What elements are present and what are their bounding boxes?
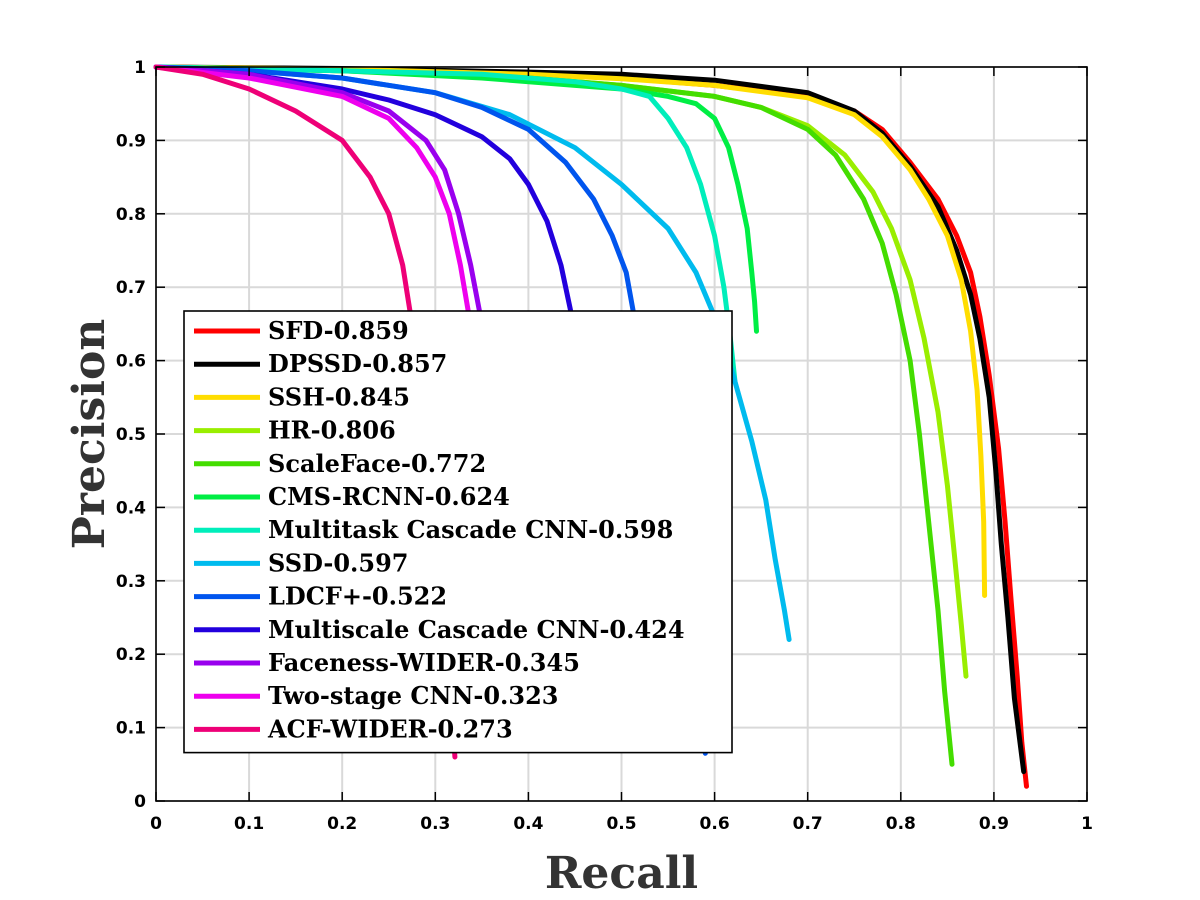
legend-label-6: Multitask Cascade CNN-0.598 (268, 515, 673, 544)
legend-label-11: Two-stage CNN-0.323 (268, 681, 559, 710)
legend-label-1: DPSSD-0.857 (268, 349, 447, 378)
legend-label-8: LDCF+-0.522 (268, 582, 447, 611)
legend: SFD-0.859 DPSSD-0.857 SSH-0.845 HR-0.806 Sca… (183, 310, 733, 754)
x-tick-label: 0.3 (420, 814, 450, 834)
legend-label-9: Multiscale Cascade CNN-0.424 (268, 615, 685, 644)
x-tick-label: 0.6 (700, 814, 730, 834)
series-line-5 (153, 64, 759, 334)
y-axis-title: Precision (64, 319, 115, 550)
y-tick-label: 0 (134, 792, 146, 812)
legend-label-4: ScaleFace-0.772 (268, 449, 486, 478)
x-tick-label: 0.1 (234, 814, 264, 834)
y-tick-label: 0.1 (116, 719, 146, 739)
x-tick-label: 0.7 (793, 814, 823, 834)
legend-label-12: ACF-WIDER-0.273 (267, 714, 513, 743)
x-tick-label: 0.8 (886, 814, 916, 834)
y-tick-label: 0.5 (116, 425, 146, 445)
x-tick-label: 0.9 (979, 814, 1009, 834)
y-tick-label: 0.6 (116, 352, 146, 372)
x-tick-label: 0.5 (606, 814, 636, 834)
y-tick-label: 0.2 (116, 645, 146, 665)
y-tick-label: 0.7 (116, 278, 146, 298)
x-tick-label: 0.4 (513, 814, 543, 834)
series-line-2 (153, 64, 988, 598)
y-tick-label: 1 (134, 58, 146, 78)
legend-label-0: SFD-0.859 (268, 316, 409, 345)
series-line-9 (153, 64, 585, 378)
legend-label-3: HR-0.806 (268, 416, 396, 445)
x-tick-label: 0.2 (327, 814, 357, 834)
series-line-11 (153, 64, 475, 342)
legend-label-10: Faceness-WIDER-0.345 (268, 648, 580, 677)
legend-label-5: CMS-RCNN-0.624 (268, 482, 510, 511)
y-tick-label: 0.8 (116, 205, 146, 225)
series-line-6 (153, 64, 738, 386)
axis-ticks: 0 0.1 0.2 0.3 0.4 0.5 0.6 0.7 0.8 0.9 1 0 0.1 0.2 0.3 0… (116, 58, 1093, 834)
x-tick-label: 0 (150, 814, 162, 834)
y-tick-label: 0.3 (116, 572, 146, 592)
y-tick-label: 0.9 (116, 131, 146, 151)
y-tick-label: 0.4 (116, 498, 146, 518)
x-axis-title: Recall (545, 848, 698, 899)
legend-label-2: SSH-0.845 (268, 382, 410, 411)
series-line-10 (153, 64, 488, 342)
x-tick-label: 1 (1081, 814, 1093, 834)
legend-box (183, 310, 733, 754)
legend-label-7: SSD-0.597 (268, 548, 409, 577)
